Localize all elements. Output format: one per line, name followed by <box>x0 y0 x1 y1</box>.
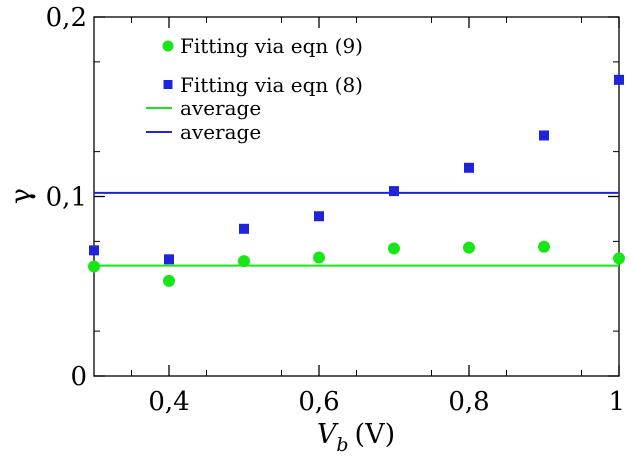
x-tick-label: 0,4 <box>148 387 189 417</box>
data-point-eqn8 <box>389 186 399 197</box>
data-point-eqn9 <box>463 241 475 254</box>
y-axis-ticks: 0 0,1 0,2 <box>46 3 619 392</box>
data-point-eqn8 <box>314 211 324 222</box>
y-tick-label: 0,2 <box>46 3 87 33</box>
data-point-eqn8 <box>164 254 174 265</box>
x-tick-label: 0,8 <box>448 387 489 417</box>
data-point-eqn8 <box>539 130 549 141</box>
x-axis-label-subscript: b <box>336 434 348 456</box>
data-point-eqn8 <box>614 74 624 85</box>
data-point-eqn8 <box>89 245 99 256</box>
x-axis-ticks: 0,4 0,6 0,8 1 <box>131 17 625 417</box>
data-point-eqn9 <box>613 252 625 265</box>
legend-marker-eqn8 <box>163 80 173 89</box>
data-point-eqn9 <box>538 240 550 253</box>
legend-label-eqn8: Fitting via eqn (8) <box>180 73 363 97</box>
data-point-eqn9 <box>313 251 325 264</box>
x-tick-label: 0,6 <box>298 387 339 417</box>
x-axis-label-unit: (V) <box>355 419 396 450</box>
legend-marker-eqn9 <box>162 40 174 52</box>
data-point-eqn9 <box>238 255 250 268</box>
x-tick-label: 1 <box>608 387 625 417</box>
legend-label-eqn9: Fitting via eqn (9) <box>180 34 363 58</box>
data-point-eqn9 <box>163 274 175 287</box>
data-point-eqn8 <box>464 162 474 173</box>
data-point-eqn8 <box>239 223 249 234</box>
legend: Fitting via eqn (9)Fitting via eqn (8)av… <box>146 34 363 144</box>
data-points <box>88 74 625 287</box>
legend-label-average: average <box>180 96 261 120</box>
legend-label-average: average <box>180 120 261 144</box>
data-point-eqn9 <box>388 242 400 255</box>
x-axis-label: Vb (V) <box>317 419 395 456</box>
x-axis-label-main: V <box>317 419 339 450</box>
plot-frame <box>93 16 620 377</box>
y-tick-label: 0 <box>70 362 87 392</box>
y-axis-label: γ <box>6 188 37 204</box>
y-tick-label: 0,1 <box>46 183 87 213</box>
data-point-eqn9 <box>88 260 100 273</box>
reference-lines <box>94 191 619 267</box>
